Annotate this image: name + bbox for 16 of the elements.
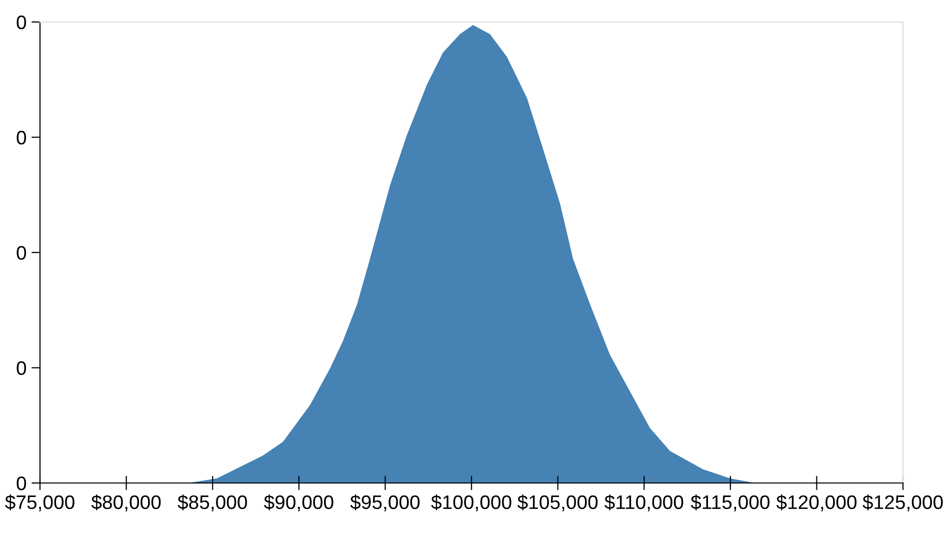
- x-tick-label: $80,000: [91, 494, 161, 512]
- x-tick-label: $120,000: [776, 494, 856, 512]
- text: 0: [16, 361, 26, 375]
- text: 0: [16, 476, 26, 490]
- x-tick-label: $100,000: [431, 494, 512, 512]
- x-tick-label: $75,000: [5, 494, 74, 512]
- x-tick-label: $95,000: [350, 494, 420, 512]
- x-tick-label: $125,000: [862, 494, 943, 512]
- x-tick-label: $115,000: [690, 494, 770, 512]
- text: 0: [16, 130, 26, 144]
- x-tick-label: $105,000: [517, 494, 598, 512]
- text: 0: [16, 15, 26, 30]
- x-tick-label: $90,000: [264, 494, 334, 512]
- x-tick-label: $85,000: [178, 494, 247, 512]
- text: 0: [16, 246, 26, 260]
- x-tick-label: $110,000: [604, 494, 684, 512]
